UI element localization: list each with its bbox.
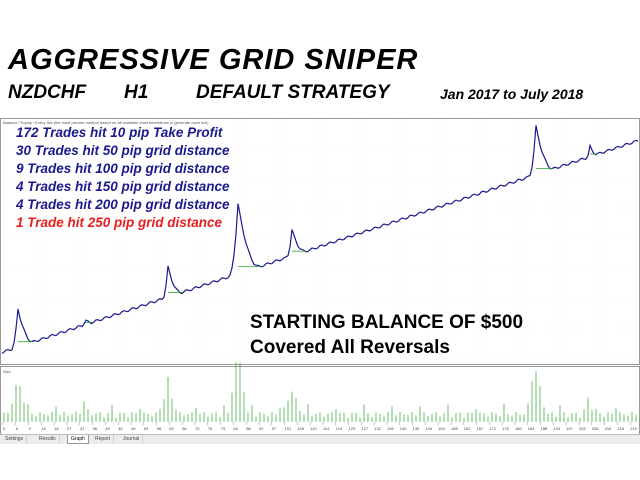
x-tick-label: 110: [310, 426, 317, 431]
x-tick-label: 197: [566, 426, 573, 431]
tab-report[interactable]: Report: [92, 435, 115, 443]
chart-legend: Balance / Equity / Every tick (the most …: [3, 120, 209, 125]
tab-journal[interactable]: Journal: [120, 435, 144, 443]
stat-line: 30 Trades hit 50 pip grid distance: [16, 143, 230, 158]
x-tick-label: 215: [617, 426, 624, 431]
balance-line: [1, 125, 639, 354]
tester-tab-bar: Settings Results Graph Report Journal: [0, 434, 640, 444]
x-tick-label: 210: [605, 426, 612, 431]
reversal-annotation: Covered All Reversals: [250, 337, 450, 358]
period-label: Jan 2017 to July 2018: [440, 86, 584, 102]
x-tick-label: 0: [3, 426, 6, 431]
x-tick-label: 167: [477, 426, 484, 431]
x-tick-label: 66: [182, 426, 187, 431]
balance-chart: 0 8 9 16 18 27 31 36 40 45 49 53 58 62 66 70 75 79 84 88 92 9…: [0, 118, 640, 435]
x-tick-label: 140: [400, 426, 407, 431]
balance-annotation: STARTING BALANCE OF $500: [250, 312, 524, 333]
x-tick-label: 101: [285, 426, 292, 431]
x-tick-label: 123: [349, 426, 356, 431]
pair-label: NZDCHF: [8, 82, 87, 103]
x-tick-label: 62: [169, 426, 174, 431]
x-tick-label: 219: [630, 426, 637, 431]
x-tick-label: 114: [323, 426, 330, 431]
x-tick-label: 53: [144, 426, 149, 431]
tab-results[interactable]: Results: [36, 435, 60, 443]
stat-line: 1 Trade hit 250 pip grid distance: [16, 215, 223, 230]
strategy-label: DEFAULT STRATEGY: [196, 82, 390, 103]
x-tick-label: 75: [208, 426, 213, 431]
title: AGGRESSIVE GRID SNIPER: [8, 44, 419, 76]
x-tick-label: 145: [413, 426, 420, 431]
x-tick-label: 79: [221, 426, 226, 431]
x-tick-label: 9: [29, 426, 32, 431]
x-tick-label: 154: [438, 426, 445, 431]
x-tick-label: 132: [374, 426, 381, 431]
x-tick-label: 127: [361, 426, 368, 431]
x-tick-label: 16: [41, 426, 46, 431]
x-tick-label: 171: [489, 426, 496, 431]
volume-label: Size: [3, 369, 11, 374]
x-tick-label: 175: [502, 426, 509, 431]
x-tick-label: 84: [233, 426, 238, 431]
strategy-tester-graph: 0 8 9 16 18 27 31 36 40 45 49 53 58 62 66 70 75 79 84 88 92 9…: [0, 118, 640, 443]
volume-panel-frame: [0, 366, 640, 435]
x-tick-label: 149: [425, 426, 432, 431]
x-tick-label: 158: [451, 426, 458, 431]
x-tick-label: 88: [246, 426, 251, 431]
x-tick-label: 49: [131, 426, 136, 431]
x-tick-label: 119: [336, 426, 343, 431]
x-tick-label: 193: [553, 426, 560, 431]
x-tick-label: 202: [579, 426, 586, 431]
x-tick-label: 36: [93, 426, 98, 431]
x-tick-label: 206: [592, 426, 599, 431]
x-tick-label: 180: [515, 426, 522, 431]
x-tick-label: 162: [464, 426, 471, 431]
x-tick-label: 136: [387, 426, 394, 431]
timeframe-label: H1: [124, 82, 149, 103]
x-tick-label: 58: [157, 426, 162, 431]
x-tick-label: 97: [272, 426, 277, 431]
stat-line: 172 Trades hit 10 pip Take Profit: [16, 125, 223, 140]
stat-line: 4 Trades hit 200 pip grid distance: [16, 197, 230, 212]
tab-graph[interactable]: Graph: [67, 435, 89, 444]
x-tick-label: 184: [528, 426, 535, 431]
x-tick-label: 105: [297, 426, 304, 431]
x-tick-label: 40: [105, 426, 110, 431]
x-tick-label: 70: [195, 426, 200, 431]
x-tick-label: 27: [67, 426, 72, 431]
stat-line: 9 Trades hit 100 pip grid distance: [16, 161, 230, 176]
tab-settings[interactable]: Settings: [2, 435, 28, 443]
x-tick-label: 45: [118, 426, 123, 431]
stat-line: 4 Trades hit 150 pip grid distance: [16, 179, 230, 194]
x-tick-label: 18: [54, 426, 59, 431]
x-tick-label: 188: [541, 426, 548, 431]
x-tick-label: 92: [259, 426, 264, 431]
x-tick-label: 31: [80, 426, 85, 431]
x-tick-label: 8: [16, 426, 19, 431]
